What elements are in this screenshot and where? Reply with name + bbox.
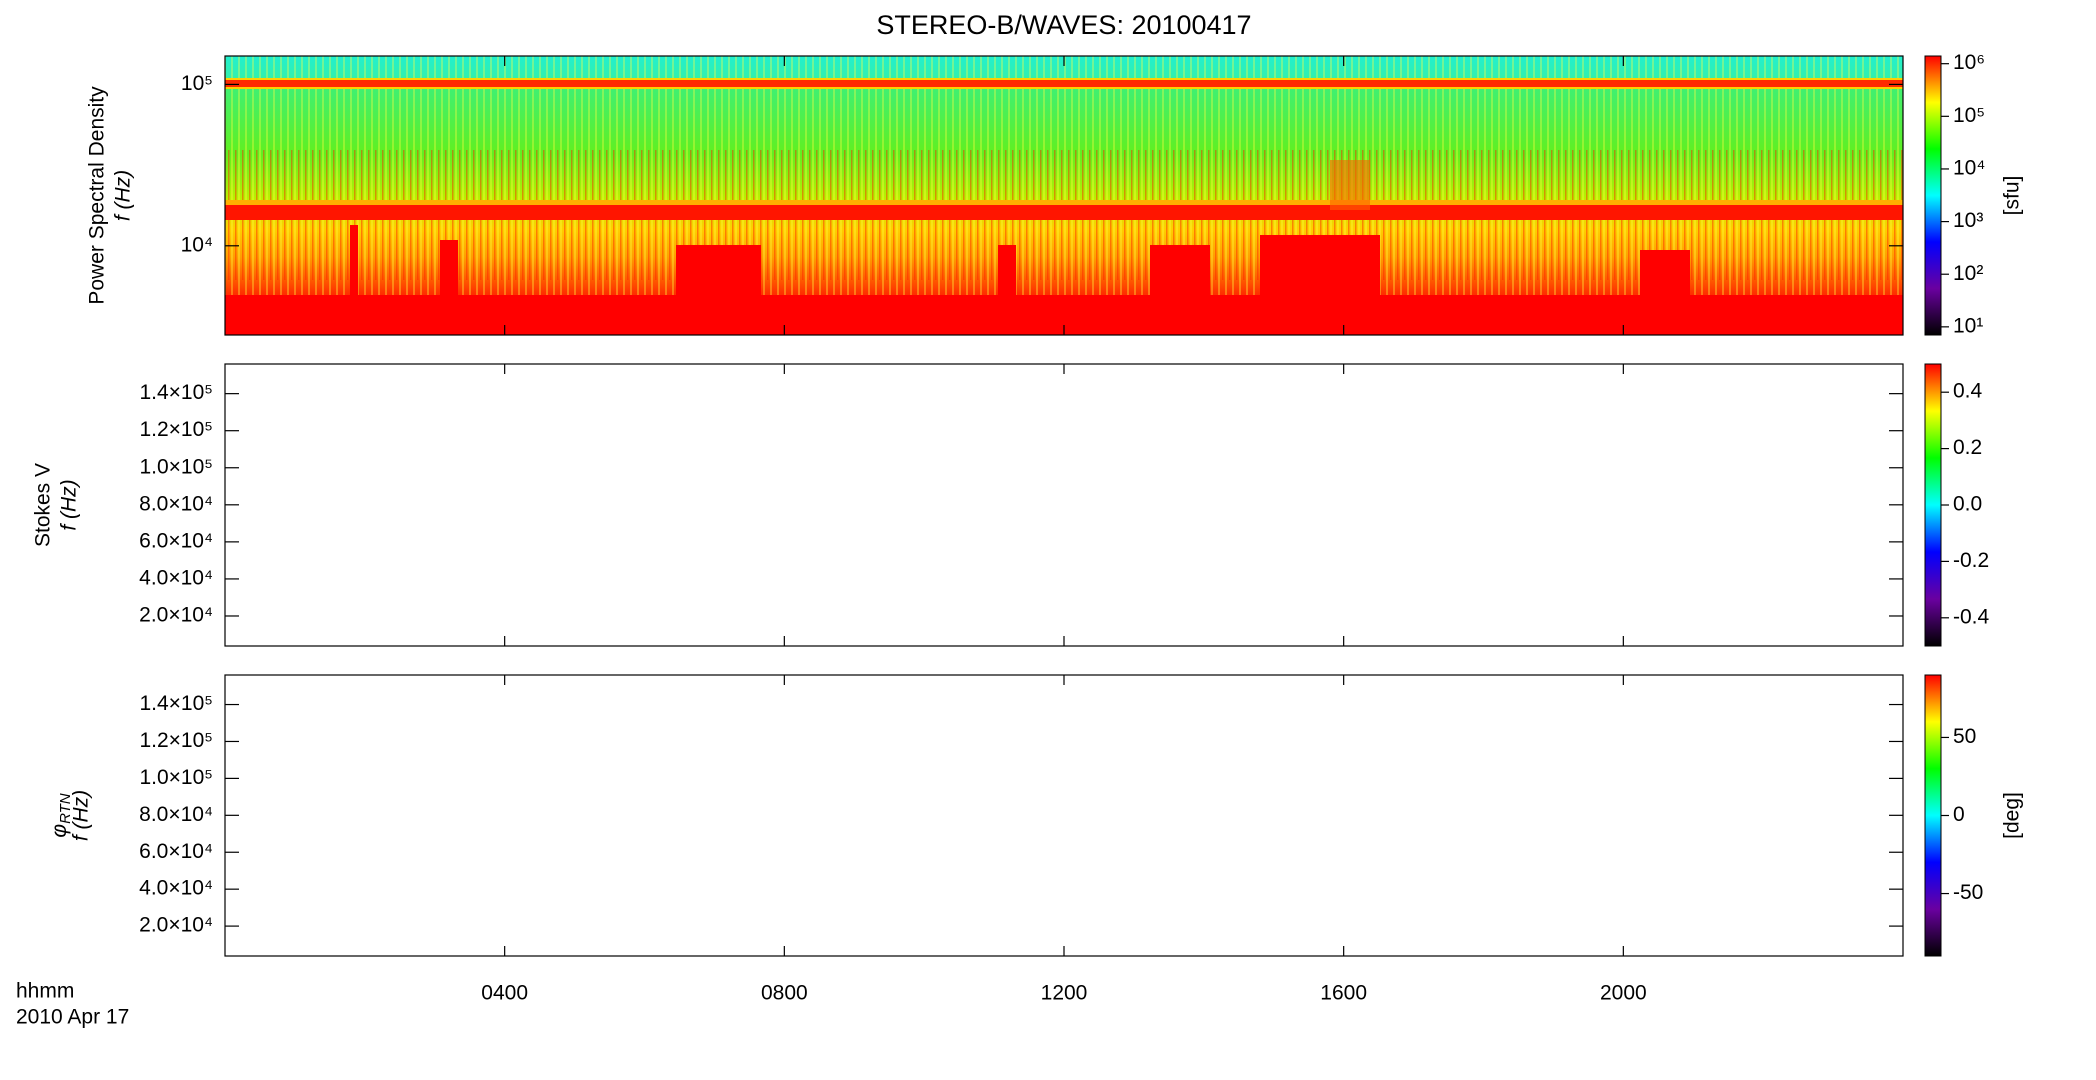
y-tick-label: 1.4×10⁵ bbox=[139, 381, 213, 404]
colorbar-tick-label: 50 bbox=[1953, 725, 1976, 748]
colorbar bbox=[1924, 363, 1942, 647]
y-tick-label: 1.0×10⁵ bbox=[139, 766, 213, 789]
y-axis-label-symbol: φ bbox=[48, 824, 71, 838]
y-axis-label-subscript: RTN bbox=[57, 793, 74, 824]
colorbar-label: [deg] bbox=[2001, 792, 2024, 839]
y-tick-label: 2.0×10⁴ bbox=[139, 604, 213, 627]
y-tick-label: 6.0×10⁴ bbox=[139, 529, 213, 552]
y-tick-label: 1.0×10⁵ bbox=[139, 455, 213, 478]
x-tick-label: 1600 bbox=[1320, 982, 1367, 1005]
y-tick-label: 10⁵ bbox=[181, 72, 213, 95]
x-tick-label: 1200 bbox=[1041, 982, 1088, 1005]
y-tick-label: 4.0×10⁴ bbox=[139, 566, 213, 589]
y-axis-label-2: f (Hz) bbox=[112, 170, 135, 221]
colorbar bbox=[1924, 674, 1942, 957]
y-tick-label: 1.2×10⁵ bbox=[139, 418, 213, 441]
y-axis-label: φRTN bbox=[48, 793, 74, 837]
y-axis-label: Stokes V bbox=[32, 463, 55, 547]
y-axis-label-2: f (Hz) bbox=[58, 479, 81, 530]
y-tick-label: 1.4×10⁵ bbox=[139, 692, 213, 715]
colorbar-tick-label: 10² bbox=[1953, 262, 1983, 285]
x-tick-label: 0400 bbox=[481, 982, 528, 1005]
colorbar-label: [sfu] bbox=[2001, 176, 2024, 216]
colorbar-tick-label: 10³ bbox=[1953, 209, 1983, 232]
date-label: 2010 Apr 17 bbox=[16, 1006, 129, 1029]
colorbar-tick-label: 10⁴ bbox=[1953, 157, 1985, 180]
plot-frame bbox=[224, 674, 1904, 957]
colorbar-tick-label: 10⁵ bbox=[1953, 104, 1985, 127]
y-axis-label-2: f (Hz) bbox=[70, 790, 93, 841]
x-tick-label: 0800 bbox=[761, 982, 808, 1005]
y-tick-label: 4.0×10⁴ bbox=[139, 877, 213, 900]
colorbar-tick-label: 0.0 bbox=[1953, 493, 1982, 516]
y-tick-label: 8.0×10⁴ bbox=[139, 492, 213, 515]
y-axis-label: Power Spectral Density bbox=[86, 86, 109, 305]
colorbar-tick-label: 10¹ bbox=[1953, 314, 1983, 337]
colorbar-tick-label: -50 bbox=[1953, 881, 1983, 904]
colorbar-tick-label: 0.4 bbox=[1953, 380, 1983, 403]
colorbar-tick-label: 0 bbox=[1953, 803, 1965, 826]
x-tick-label: 2000 bbox=[1600, 982, 1647, 1005]
colorbar-tick-label: -0.2 bbox=[1953, 549, 1989, 572]
colorbar-tick-label: -0.4 bbox=[1953, 605, 1990, 628]
chart-title: STEREO-B/WAVES: 20100417 bbox=[876, 10, 1251, 40]
plot-frame bbox=[224, 363, 1904, 647]
y-tick-label: 8.0×10⁴ bbox=[139, 803, 213, 826]
colorbar bbox=[1924, 55, 1942, 336]
y-tick-label: 6.0×10⁴ bbox=[139, 840, 213, 863]
colorbar-tick-label: 0.2 bbox=[1953, 436, 1982, 459]
y-tick-label: 2.0×10⁴ bbox=[139, 914, 213, 937]
y-tick-label: 1.2×10⁵ bbox=[139, 729, 213, 752]
x-axis-label: hhmm bbox=[16, 980, 74, 1003]
colorbar-tick-label: 10⁶ bbox=[1953, 51, 1985, 74]
spectrogram-image bbox=[225, 56, 1903, 335]
y-tick-label: 10⁴ bbox=[181, 233, 213, 256]
